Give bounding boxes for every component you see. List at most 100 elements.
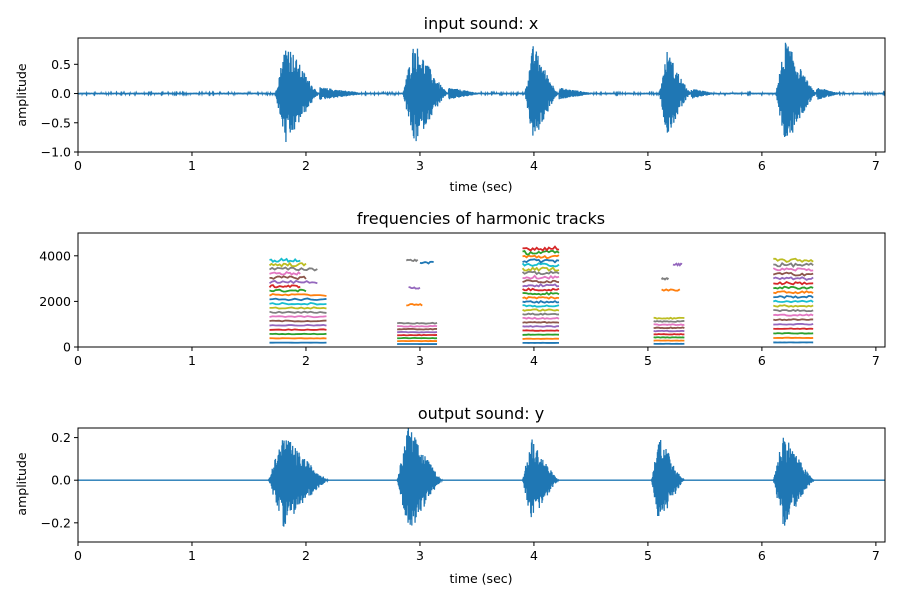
y-tick-label: −1.0	[41, 145, 71, 160]
x-tick-label: 3	[416, 353, 424, 368]
harmonic-track-line	[396, 321, 438, 325]
y-tick-label: 0.0	[51, 473, 71, 488]
harmonic-track-line	[522, 258, 560, 264]
harmonic-track-line	[269, 310, 327, 314]
input-sound-xlabel: time (sec)	[449, 179, 512, 194]
harmonic-track-line	[268, 261, 307, 268]
harmonic-track-line	[419, 260, 434, 265]
harmonic-track-line	[268, 284, 301, 289]
input-sound-ticks: 0 1 2 3 4 5 6 7 −1.0 −0.5 0.0 0.5	[41, 57, 880, 173]
y-tick-label: −0.2	[41, 515, 71, 530]
harmonic-track-line	[522, 329, 560, 332]
harmonic-track-line	[521, 270, 560, 276]
harmonic-track-line	[522, 279, 560, 284]
harmonic-track-line	[773, 294, 814, 299]
harmonic-track-line	[522, 299, 560, 304]
harmonic-track-line	[773, 327, 814, 330]
harmonic-track-line	[660, 276, 670, 281]
y-tick-label: 2000	[39, 294, 71, 309]
output-sound-title: output sound: y	[418, 404, 544, 423]
x-tick-label: 1	[188, 353, 196, 368]
harmonic-track-line	[269, 315, 327, 319]
x-tick-label: 2	[302, 548, 310, 563]
harmonic-track-line	[521, 266, 560, 272]
harmonic-track-line	[397, 327, 438, 331]
y-tick-label: 0.0	[51, 86, 71, 101]
harmonic-track-line	[773, 290, 814, 295]
harmonic-track-line	[522, 254, 560, 260]
y-tick-label: 0.2	[51, 430, 71, 445]
harmonic-track-line	[522, 274, 560, 280]
x-tick-label: 0	[74, 158, 82, 173]
harmonic-track-line	[269, 257, 301, 263]
harmonic-track-line	[269, 297, 327, 302]
harmonic-track-line	[521, 262, 560, 268]
harmonic-track-line	[269, 275, 307, 281]
input-sound-waveform	[77, 42, 886, 142]
harmonic-track-line	[269, 319, 327, 323]
x-tick-label: 2	[302, 353, 310, 368]
harmonic-track-line	[522, 245, 560, 252]
harmonic-track-line	[672, 262, 683, 267]
harmonic-track-line	[522, 321, 560, 324]
x-tick-label: 3	[416, 158, 424, 173]
harmonic-track-line	[772, 276, 814, 281]
x-tick-label: 1	[188, 548, 196, 563]
harmonic-track-line	[661, 288, 681, 292]
harmonic-track-line	[653, 323, 685, 327]
x-tick-label: 6	[758, 548, 766, 563]
x-tick-label: 5	[644, 548, 652, 563]
output-sound-axes-frame	[77, 427, 886, 543]
harmonic-track-line	[773, 313, 814, 317]
harmonic-track-line	[653, 320, 685, 323]
harmonic-track-line	[773, 262, 814, 269]
harmonic-tracks-axes-frame	[77, 232, 886, 348]
input-sound-ylabel: amplitude	[14, 63, 29, 126]
harmonic-track-line	[653, 329, 685, 333]
harmonic-track-line	[269, 288, 307, 293]
harmonic-track-line	[397, 324, 438, 328]
harmonic-track-line	[522, 304, 560, 308]
harmonic-track-line	[406, 303, 423, 307]
x-tick-label: 0	[74, 548, 82, 563]
x-tick-label: 3	[416, 548, 424, 563]
harmonic-track-line	[773, 304, 814, 308]
harmonic-track-line	[773, 271, 814, 277]
x-tick-label: 4	[530, 353, 538, 368]
harmonic-track-line	[408, 286, 421, 290]
harmonic-track-line	[405, 258, 419, 263]
x-tick-label: 7	[872, 158, 880, 173]
harmonic-track-line	[653, 316, 685, 320]
harmonic-track-line	[269, 301, 327, 306]
output-sound-panel: output sound: y 0 1 2 3 4 5 6 7 −0.2 0.0 0.2 time …	[14, 404, 886, 586]
x-tick-label: 4	[530, 548, 538, 563]
harmonic-tracks-title: frequencies of harmonic tracks	[357, 209, 605, 228]
x-tick-label: 6	[758, 353, 766, 368]
harmonic-track-line	[269, 271, 301, 276]
y-tick-label: 0	[63, 340, 71, 355]
harmonic-track-line	[773, 308, 814, 313]
y-tick-label: −0.5	[41, 115, 71, 130]
harmonic-track-line	[522, 325, 560, 328]
harmonic-track-line	[773, 285, 814, 290]
x-tick-label: 5	[644, 353, 652, 368]
output-sound-ylabel: amplitude	[14, 452, 29, 515]
harmonic-track-line	[773, 332, 814, 335]
output-sound-xlabel: time (sec)	[449, 571, 512, 586]
output-sound-ticks: 0 1 2 3 4 5 6 7 −0.2 0.0 0.2	[41, 430, 880, 563]
harmonic-track-line	[269, 266, 318, 272]
waveform-line	[78, 428, 885, 527]
harmonic-track-line	[269, 279, 318, 285]
harmonic-tracks-panel: frequencies of harmonic tracks 0 1 2 3 4 5 6 70…	[39, 209, 886, 368]
harmonic-track-line	[269, 306, 327, 310]
x-tick-label: 7	[872, 548, 880, 563]
x-tick-label: 6	[758, 158, 766, 173]
y-tick-label: 0.5	[51, 57, 71, 72]
harmonic-tracks-ticks: 0 1 2 3 4 5 6 7 0 2000 4000	[39, 248, 880, 368]
harmonic-track-line	[522, 316, 560, 320]
harmonic-track-line	[522, 291, 560, 296]
harmonic-track-line	[773, 299, 814, 304]
harmonic-track-line	[522, 312, 560, 316]
harmonic-track-line	[269, 324, 327, 327]
harmonic-track-line	[522, 249, 560, 256]
